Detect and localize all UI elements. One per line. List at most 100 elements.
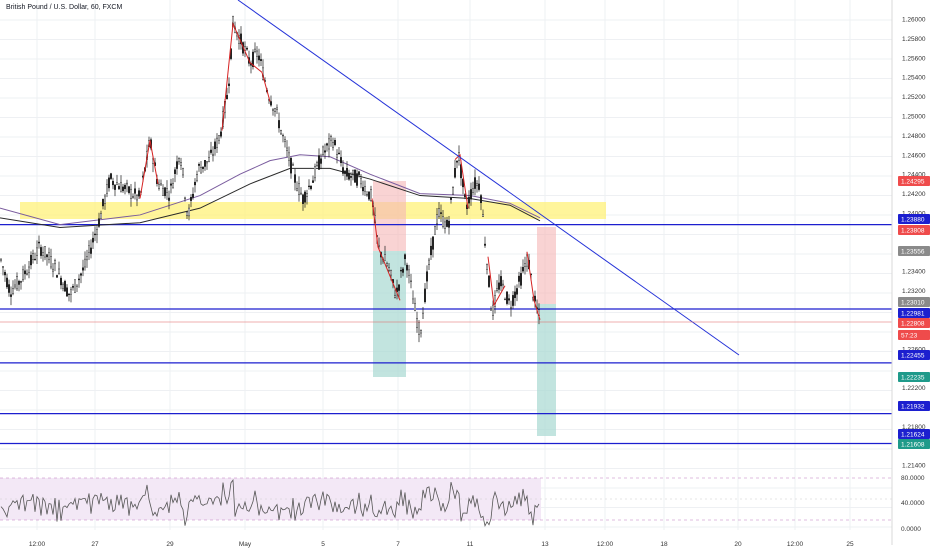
candle-body bbox=[203, 160, 206, 167]
candle-body bbox=[115, 182, 118, 185]
price-overlay-segment bbox=[139, 140, 159, 199]
price-label-badge bbox=[898, 429, 930, 439]
candle-body bbox=[512, 295, 515, 306]
time-tick-label: 27 bbox=[91, 541, 99, 548]
candle-body bbox=[129, 188, 132, 199]
candle-body bbox=[416, 318, 419, 328]
candle-body bbox=[48, 252, 51, 260]
short-position-target-zone-2[interactable] bbox=[537, 304, 556, 436]
price-label-badge bbox=[898, 350, 930, 360]
candle-body bbox=[498, 282, 501, 290]
candle-body bbox=[478, 183, 481, 190]
candle-body bbox=[304, 191, 307, 203]
candle-body bbox=[40, 247, 43, 256]
candle-body bbox=[185, 211, 188, 216]
candle-body bbox=[488, 275, 491, 287]
price-tick-label: 1.25600 bbox=[902, 55, 926, 62]
candle-body bbox=[5, 277, 8, 288]
candle-body bbox=[201, 166, 204, 169]
price-tick-label: 1.21400 bbox=[902, 463, 926, 470]
price-overlay-segment bbox=[526, 251, 541, 320]
time-tick-label: 11 bbox=[467, 541, 474, 548]
candle-body bbox=[209, 149, 212, 153]
price-label-text: 1.22808 bbox=[901, 321, 925, 328]
candle-body bbox=[432, 236, 435, 250]
price-tick-label: 1.23400 bbox=[902, 269, 926, 276]
price-overlay-segment bbox=[454, 153, 469, 209]
candle-body bbox=[490, 308, 493, 311]
candle-body bbox=[434, 226, 437, 235]
price-label-badge bbox=[898, 372, 930, 382]
price-label-text: 1.23880 bbox=[901, 217, 925, 224]
candle-body bbox=[442, 216, 445, 227]
short-position-target-zone-1[interactable] bbox=[373, 251, 406, 377]
candle-body bbox=[197, 163, 200, 166]
candle-body bbox=[83, 258, 86, 268]
candle-body bbox=[286, 147, 289, 151]
candle-body bbox=[75, 284, 78, 287]
candle-body bbox=[101, 198, 104, 207]
candle-body bbox=[326, 143, 329, 146]
time-tick-label: 12:00 bbox=[787, 541, 804, 548]
short-position-stop-zone-1[interactable] bbox=[373, 181, 406, 251]
candle-body bbox=[187, 207, 190, 217]
horizontal-levels bbox=[0, 223, 892, 445]
price-label-badge bbox=[898, 330, 930, 340]
trend-line[interactable] bbox=[237, 0, 740, 356]
price-label-text: 1.24295 bbox=[901, 179, 925, 186]
candle-body bbox=[117, 186, 120, 190]
candle-body bbox=[504, 298, 507, 301]
candle-body bbox=[65, 287, 68, 297]
candle-body bbox=[332, 142, 335, 148]
candle-body bbox=[404, 254, 407, 260]
candle-body bbox=[24, 270, 27, 275]
candle-body bbox=[95, 229, 98, 235]
candle-body bbox=[0, 258, 2, 261]
price-label-text: 1.22981 bbox=[901, 311, 925, 318]
candle-body bbox=[87, 245, 90, 253]
candle-body bbox=[30, 254, 33, 266]
candle-body bbox=[58, 268, 61, 274]
candle-body bbox=[52, 268, 55, 272]
candle-body bbox=[239, 33, 242, 45]
candle-body bbox=[296, 188, 299, 191]
candle-body bbox=[93, 233, 96, 236]
candle-body bbox=[440, 212, 443, 214]
candle-body bbox=[60, 277, 63, 286]
candle-body bbox=[111, 181, 114, 186]
candle-body bbox=[302, 194, 305, 204]
candle-body bbox=[496, 288, 499, 291]
candle-body bbox=[344, 170, 347, 174]
candle-body bbox=[354, 169, 357, 183]
supply-demand-zone[interactable] bbox=[20, 202, 606, 219]
candle-body bbox=[177, 158, 180, 163]
price-labels: 1.24295 1.23880 1.23808 1.23556 1.23010 1.229… bbox=[898, 176, 930, 449]
candle-body bbox=[350, 176, 353, 178]
candle-body bbox=[438, 208, 441, 217]
candle-body bbox=[121, 186, 124, 192]
price-overlay-segment bbox=[487, 256, 506, 307]
candle-body bbox=[300, 192, 303, 195]
price-label-text: 1.21624 bbox=[901, 432, 925, 439]
candle-body bbox=[492, 304, 495, 316]
price-tick-label: 1.21800 bbox=[902, 424, 926, 431]
short-position-stop-zone-2[interactable] bbox=[537, 227, 556, 304]
candle-body bbox=[225, 94, 228, 100]
candle-body bbox=[406, 264, 409, 271]
candle-body bbox=[11, 288, 14, 294]
candle-body bbox=[274, 108, 277, 112]
price-label-text: 1.23556 bbox=[901, 249, 925, 256]
candle-body bbox=[195, 174, 198, 181]
candle-body bbox=[131, 196, 134, 198]
candle-body bbox=[44, 246, 47, 258]
candle-body bbox=[402, 268, 405, 273]
candle-body bbox=[18, 280, 21, 285]
candle-body bbox=[113, 184, 116, 190]
candle-body bbox=[54, 260, 57, 265]
candle-body bbox=[107, 177, 110, 189]
candle-body bbox=[36, 247, 39, 256]
candle-body bbox=[384, 254, 387, 261]
candle-body bbox=[436, 214, 439, 225]
candle-body bbox=[352, 169, 355, 174]
